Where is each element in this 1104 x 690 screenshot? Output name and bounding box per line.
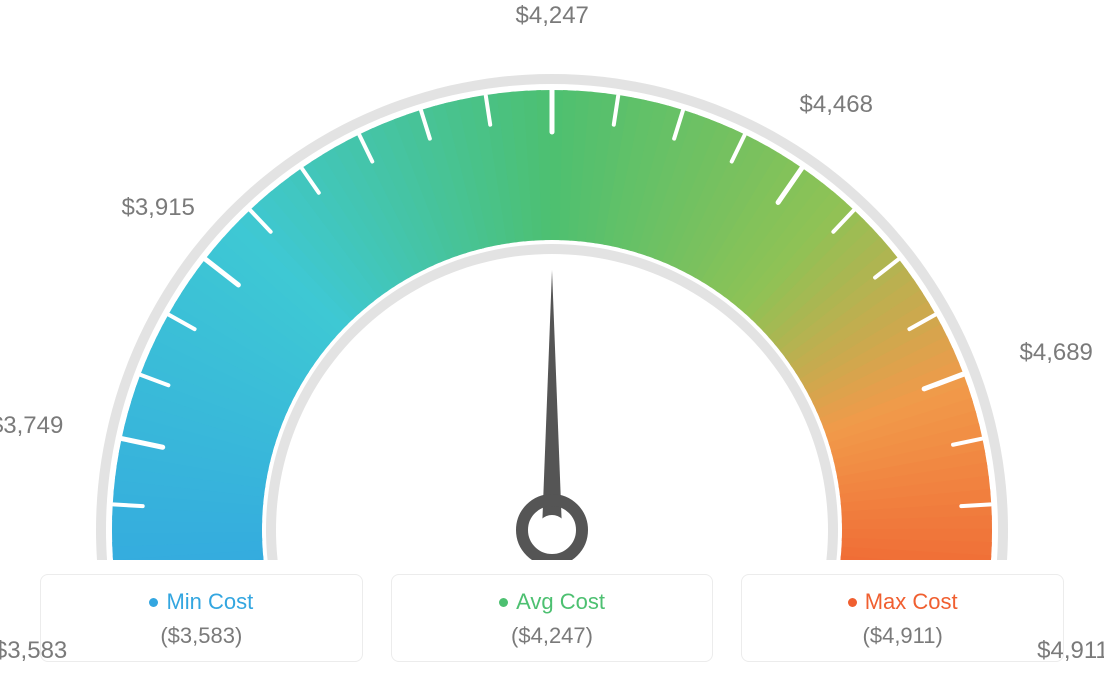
legend-min-card: Min Cost ($3,583)	[40, 574, 363, 662]
legend-max-value: ($4,911)	[752, 623, 1053, 649]
dot-avg-icon	[499, 598, 508, 607]
gauge-needle	[542, 270, 562, 530]
gauge-tick-label: $4,689	[1020, 339, 1093, 367]
legend-row: Min Cost ($3,583) Avg Cost ($4,247) Max …	[40, 574, 1064, 662]
gauge-tick-label: $3,749	[0, 412, 63, 440]
legend-min-value: ($3,583)	[51, 623, 352, 649]
needle-hub	[537, 515, 567, 545]
legend-max-label: Max Cost	[865, 589, 958, 615]
legend-avg-value: ($4,247)	[402, 623, 703, 649]
dot-min-icon	[149, 598, 158, 607]
legend-max-card: Max Cost ($4,911)	[741, 574, 1064, 662]
legend-avg-card: Avg Cost ($4,247)	[391, 574, 714, 662]
gauge-tick-label: $4,247	[516, 2, 589, 30]
gauge-chart: $3,583$3,749$3,915$4,247$4,468$4,689$4,9…	[0, 0, 1104, 560]
dot-max-icon	[848, 598, 857, 607]
legend-max-title: Max Cost	[848, 589, 958, 615]
legend-avg-label: Avg Cost	[516, 589, 605, 615]
legend-min-label: Min Cost	[166, 589, 253, 615]
cost-gauge-widget: $3,583$3,749$3,915$4,247$4,468$4,689$4,9…	[0, 0, 1104, 690]
gauge-tick-label: $3,915	[121, 194, 194, 222]
legend-avg-title: Avg Cost	[499, 589, 605, 615]
gauge-tick-label: $4,468	[800, 91, 873, 119]
legend-min-title: Min Cost	[149, 589, 253, 615]
gauge-svg	[0, 0, 1104, 560]
